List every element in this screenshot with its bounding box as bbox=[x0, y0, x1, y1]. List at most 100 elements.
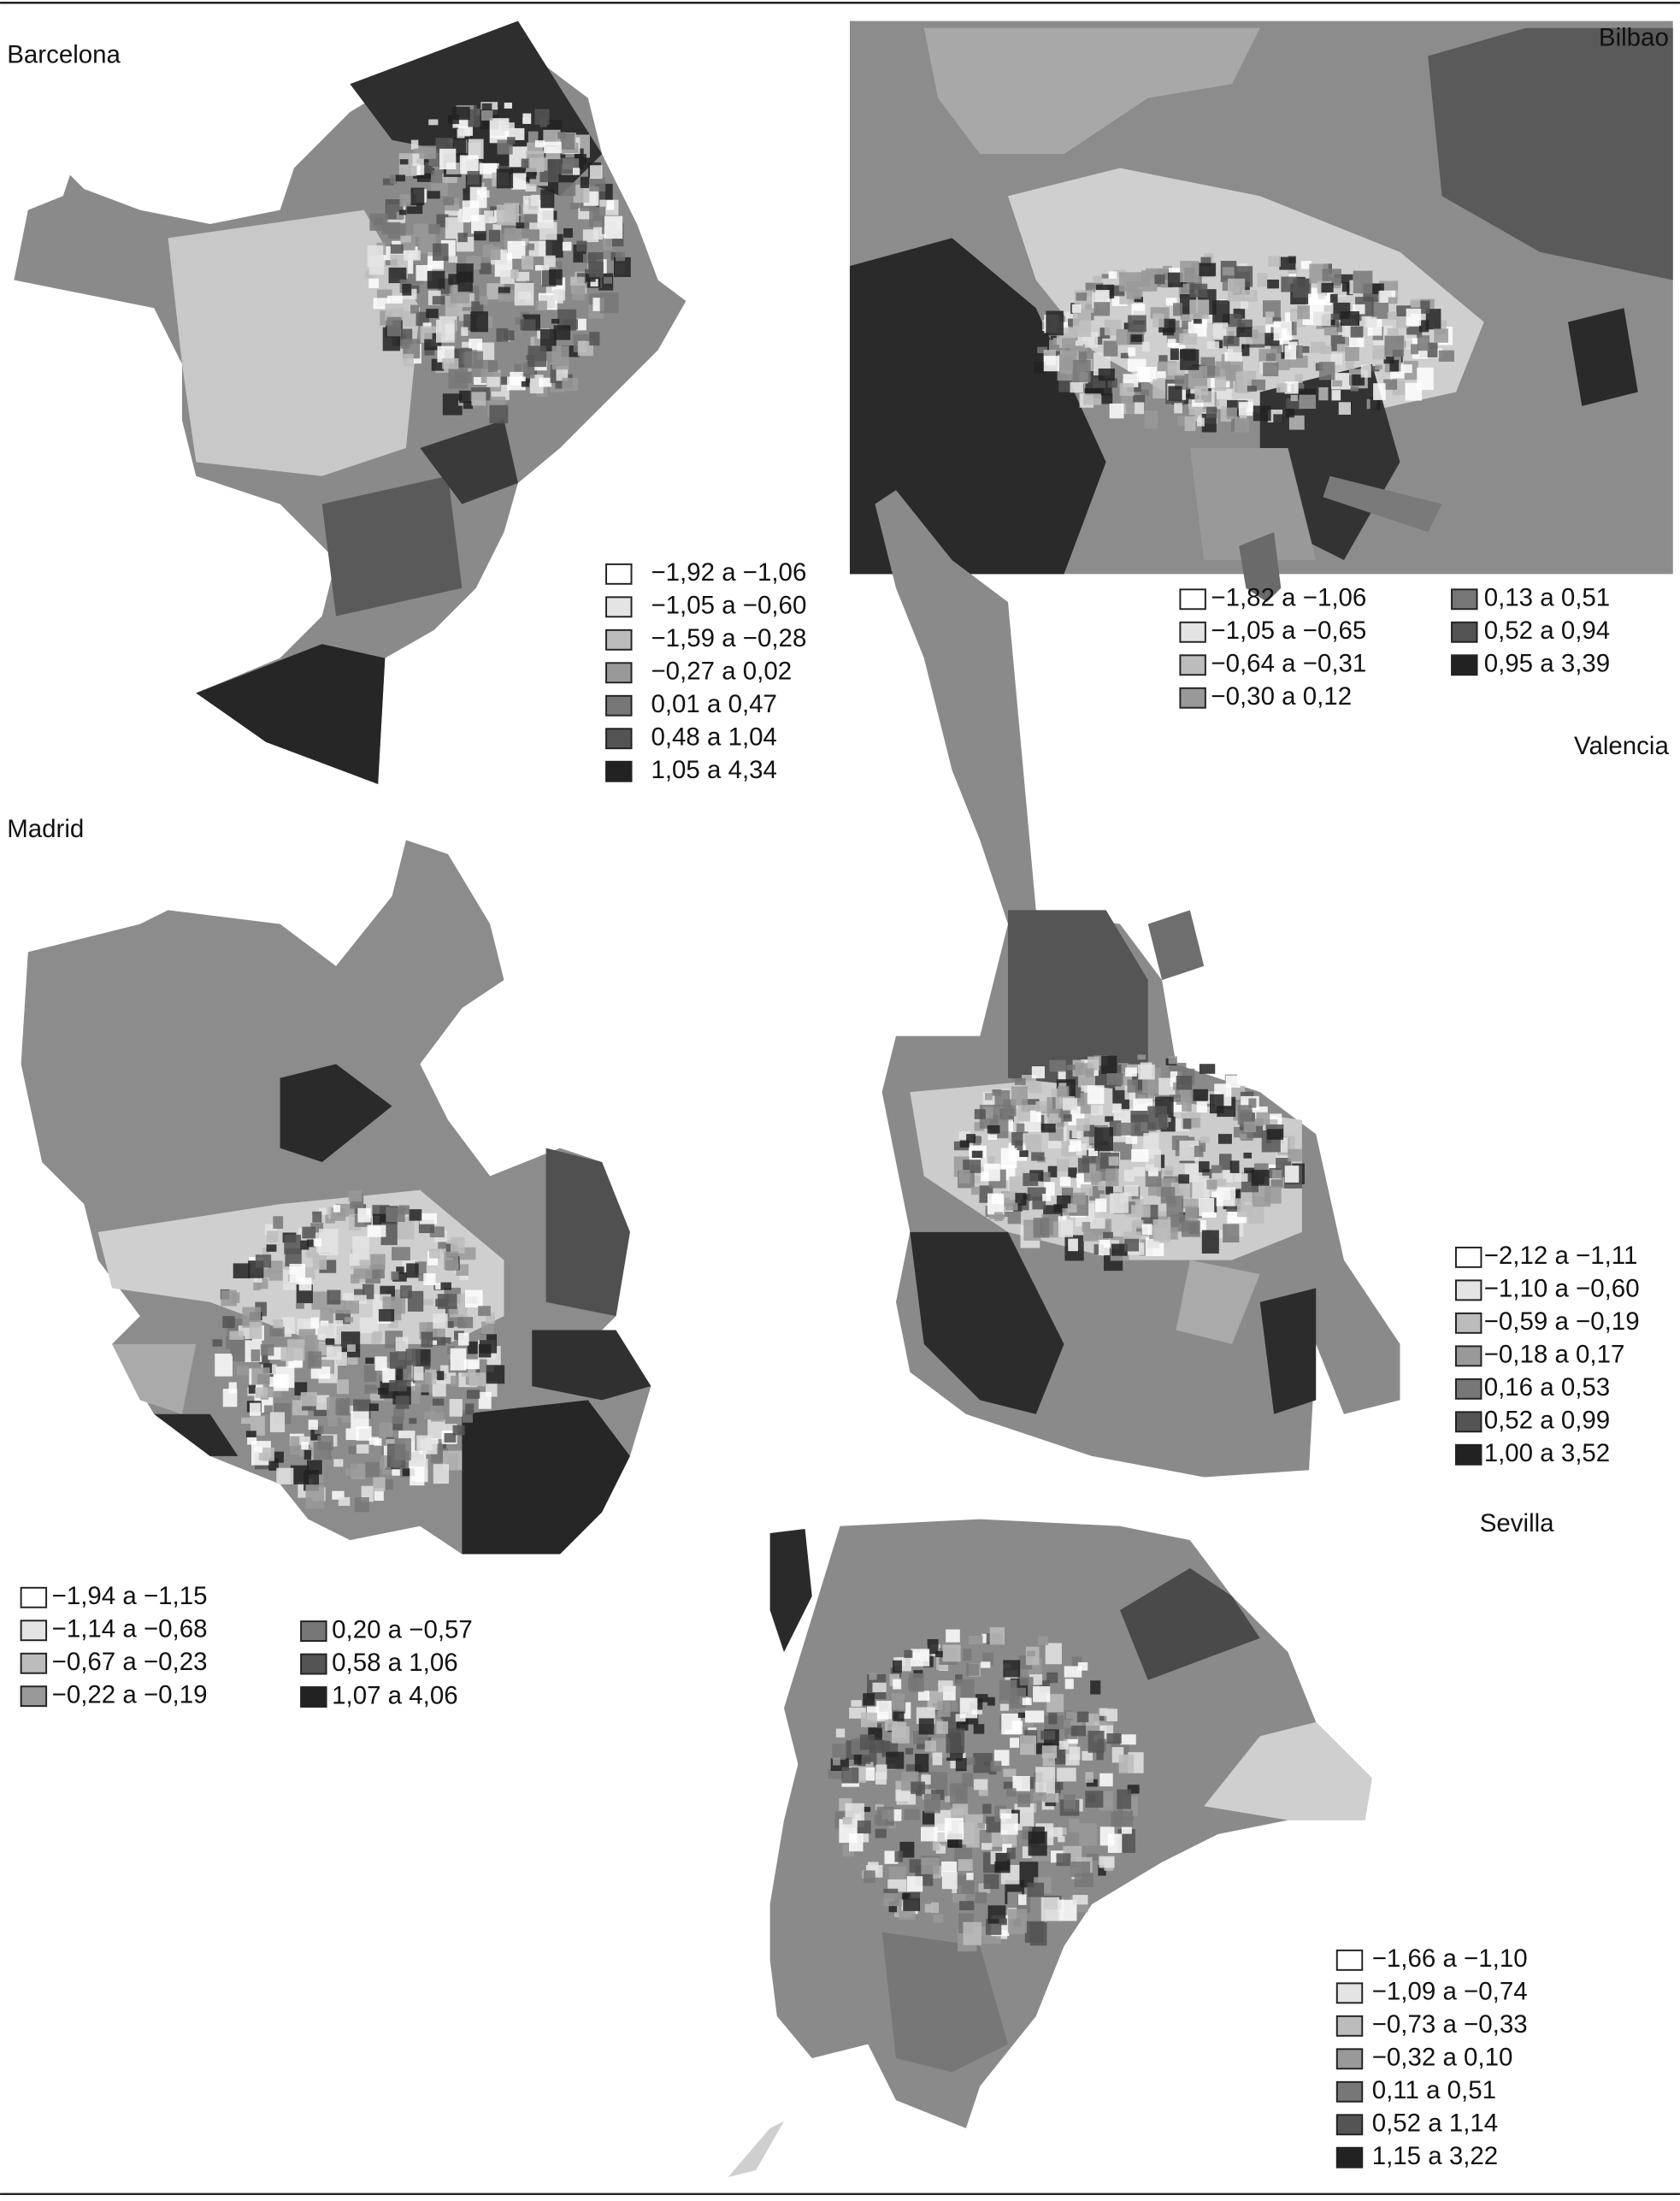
legend-label: −0,27 a 0,02 bbox=[651, 658, 792, 686]
tract bbox=[1070, 1726, 1087, 1737]
tract bbox=[436, 319, 455, 343]
tract bbox=[911, 1649, 930, 1667]
tract bbox=[433, 1313, 448, 1329]
legend-label: −1,94 a −1,15 bbox=[52, 1582, 208, 1610]
tract bbox=[899, 1841, 915, 1858]
tract bbox=[1417, 367, 1434, 390]
tract bbox=[488, 229, 500, 242]
tract bbox=[469, 339, 483, 351]
tract bbox=[247, 1437, 257, 1445]
tract bbox=[981, 1661, 991, 1668]
tract bbox=[1067, 1734, 1078, 1744]
tract bbox=[1284, 1165, 1300, 1183]
tract bbox=[310, 1317, 320, 1329]
tract bbox=[419, 1213, 437, 1224]
tract bbox=[1181, 1220, 1200, 1237]
tract bbox=[958, 1131, 971, 1140]
tract bbox=[1320, 345, 1332, 355]
tract bbox=[1134, 297, 1144, 303]
tract bbox=[487, 360, 498, 373]
tract bbox=[1417, 335, 1429, 351]
tract bbox=[405, 1348, 421, 1366]
tract bbox=[345, 1468, 354, 1476]
tract bbox=[1007, 1909, 1028, 1933]
legend-swatch bbox=[1454, 1246, 1483, 1268]
tract bbox=[1017, 1894, 1027, 1905]
tract bbox=[535, 265, 544, 271]
tract bbox=[604, 276, 612, 284]
tract bbox=[1098, 1243, 1110, 1255]
tract bbox=[1046, 1694, 1064, 1713]
tract bbox=[327, 1289, 341, 1305]
tract bbox=[990, 1761, 1002, 1772]
legend-label: −1,05 a −0,65 bbox=[1211, 617, 1366, 645]
tract bbox=[433, 243, 449, 261]
tract bbox=[266, 1244, 277, 1252]
tract bbox=[363, 1365, 377, 1382]
tract bbox=[1272, 316, 1282, 323]
tract bbox=[974, 1122, 985, 1131]
tract bbox=[946, 1629, 960, 1643]
tract bbox=[1169, 1095, 1181, 1102]
tract bbox=[1090, 1680, 1101, 1695]
tract bbox=[534, 140, 545, 148]
tract bbox=[1371, 299, 1389, 319]
tract bbox=[318, 1333, 327, 1341]
tract bbox=[982, 1803, 992, 1814]
tract bbox=[1166, 1195, 1184, 1218]
tract bbox=[937, 1701, 951, 1717]
tract bbox=[391, 1271, 399, 1280]
tract bbox=[1145, 1149, 1161, 1171]
tract bbox=[952, 1803, 969, 1815]
tract bbox=[875, 1828, 887, 1838]
tract bbox=[1147, 1106, 1168, 1130]
mosaic bbox=[212, 102, 1455, 1952]
tract bbox=[1318, 387, 1329, 401]
tract bbox=[459, 155, 479, 174]
tract bbox=[1147, 1093, 1155, 1103]
tract bbox=[1329, 293, 1338, 303]
tract bbox=[356, 1425, 372, 1441]
tract bbox=[1233, 308, 1246, 319]
tract bbox=[1346, 360, 1354, 369]
tract bbox=[382, 1466, 395, 1475]
tract bbox=[1192, 399, 1204, 407]
tract bbox=[1300, 261, 1312, 269]
tract bbox=[529, 222, 541, 230]
tract bbox=[1028, 1082, 1042, 1094]
tract bbox=[327, 1415, 338, 1427]
tract bbox=[367, 245, 384, 267]
tract bbox=[438, 1242, 447, 1249]
tract bbox=[465, 1403, 475, 1415]
tract bbox=[1317, 293, 1326, 299]
tract bbox=[317, 1435, 333, 1450]
tract bbox=[1005, 1202, 1018, 1211]
tract bbox=[1017, 1712, 1026, 1719]
tract bbox=[1077, 344, 1085, 352]
tract bbox=[314, 1425, 324, 1435]
tract bbox=[589, 332, 600, 346]
tract bbox=[240, 1417, 251, 1425]
tract bbox=[467, 1341, 479, 1354]
tract bbox=[1349, 336, 1365, 347]
tract bbox=[1001, 1110, 1015, 1120]
tract bbox=[893, 1711, 905, 1721]
tract bbox=[1189, 283, 1208, 298]
tract bbox=[486, 376, 500, 387]
tract bbox=[1070, 381, 1083, 393]
tract bbox=[1188, 405, 1203, 416]
tract bbox=[1007, 1211, 1022, 1224]
tract bbox=[289, 1264, 306, 1283]
legend-swatch bbox=[605, 760, 633, 782]
tract bbox=[262, 1447, 274, 1461]
tract bbox=[353, 1295, 367, 1304]
tract bbox=[1168, 1056, 1177, 1065]
tract bbox=[382, 1367, 395, 1384]
tract bbox=[1201, 1230, 1219, 1254]
tract bbox=[514, 363, 522, 374]
tract bbox=[457, 128, 465, 139]
tract bbox=[300, 1392, 317, 1407]
tract bbox=[1192, 1175, 1210, 1199]
tract bbox=[562, 377, 579, 392]
tract bbox=[1311, 341, 1326, 353]
